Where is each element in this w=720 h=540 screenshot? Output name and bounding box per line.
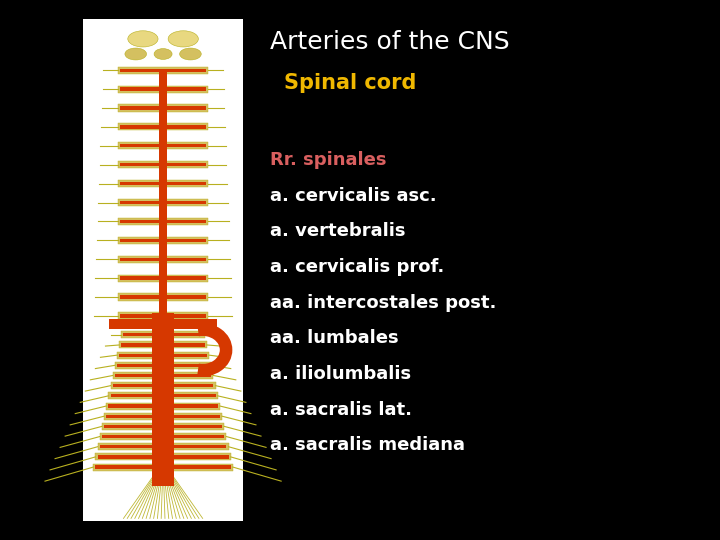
- Bar: [109, 404, 218, 408]
- Ellipse shape: [154, 49, 172, 59]
- Bar: [118, 161, 209, 168]
- Bar: [118, 180, 209, 187]
- Bar: [118, 199, 209, 206]
- Bar: [98, 443, 229, 450]
- Bar: [111, 394, 216, 397]
- Bar: [108, 393, 218, 400]
- Bar: [95, 465, 231, 469]
- Bar: [120, 354, 207, 357]
- Bar: [113, 384, 213, 387]
- Bar: [120, 314, 206, 318]
- Bar: [118, 255, 209, 262]
- Bar: [120, 125, 206, 129]
- Bar: [120, 276, 206, 280]
- Bar: [118, 218, 209, 225]
- Bar: [120, 182, 206, 185]
- Bar: [107, 402, 220, 409]
- Text: Rr. spinales: Rr. spinales: [270, 151, 387, 169]
- Text: a. cervicalis asc.: a. cervicalis asc.: [270, 187, 436, 205]
- Bar: [118, 142, 209, 149]
- Text: a. sacralis lat.: a. sacralis lat.: [270, 401, 412, 418]
- Bar: [120, 106, 206, 110]
- Bar: [120, 341, 207, 348]
- Bar: [104, 425, 222, 428]
- Bar: [121, 331, 205, 338]
- Bar: [120, 239, 206, 242]
- Ellipse shape: [168, 31, 199, 47]
- Text: a. iliolumbalis: a. iliolumbalis: [270, 365, 411, 383]
- Bar: [111, 382, 216, 389]
- Text: aa. intercostales post.: aa. intercostales post.: [270, 294, 496, 312]
- Bar: [120, 163, 206, 166]
- Ellipse shape: [180, 48, 202, 60]
- Bar: [118, 66, 209, 73]
- Bar: [104, 413, 222, 420]
- Bar: [117, 364, 209, 367]
- Bar: [120, 295, 206, 299]
- Bar: [118, 123, 209, 130]
- Bar: [118, 275, 209, 282]
- Bar: [98, 455, 229, 458]
- Bar: [124, 333, 203, 336]
- Bar: [107, 415, 220, 418]
- Bar: [120, 87, 206, 91]
- Text: a. vertebralis: a. vertebralis: [270, 222, 405, 240]
- Bar: [160, 70, 167, 324]
- Bar: [118, 237, 209, 244]
- Text: aa. lumbales: aa. lumbales: [270, 329, 399, 347]
- Bar: [120, 144, 206, 147]
- Bar: [120, 201, 206, 204]
- Bar: [120, 220, 206, 223]
- Bar: [102, 423, 225, 430]
- Ellipse shape: [125, 48, 147, 60]
- Bar: [118, 85, 209, 93]
- Bar: [115, 362, 212, 369]
- Bar: [153, 313, 174, 486]
- Text: Arteries of the CNS: Arteries of the CNS: [270, 30, 510, 53]
- Text: Spinal cord: Spinal cord: [284, 73, 417, 93]
- Bar: [99, 433, 226, 440]
- Bar: [99, 445, 226, 448]
- Bar: [109, 319, 217, 329]
- Bar: [121, 343, 205, 347]
- Bar: [117, 352, 209, 359]
- Bar: [118, 293, 209, 300]
- Bar: [113, 372, 213, 379]
- Bar: [118, 104, 209, 111]
- Bar: [83, 19, 243, 521]
- Text: a. cervicalis prof.: a. cervicalis prof.: [270, 258, 444, 276]
- Bar: [118, 312, 209, 319]
- Text: a. sacralis mediana: a. sacralis mediana: [270, 436, 465, 454]
- Bar: [120, 258, 206, 261]
- Bar: [95, 454, 231, 461]
- Bar: [94, 463, 233, 470]
- Bar: [120, 69, 206, 72]
- Bar: [115, 374, 212, 377]
- Bar: [102, 435, 225, 438]
- Ellipse shape: [128, 31, 158, 47]
